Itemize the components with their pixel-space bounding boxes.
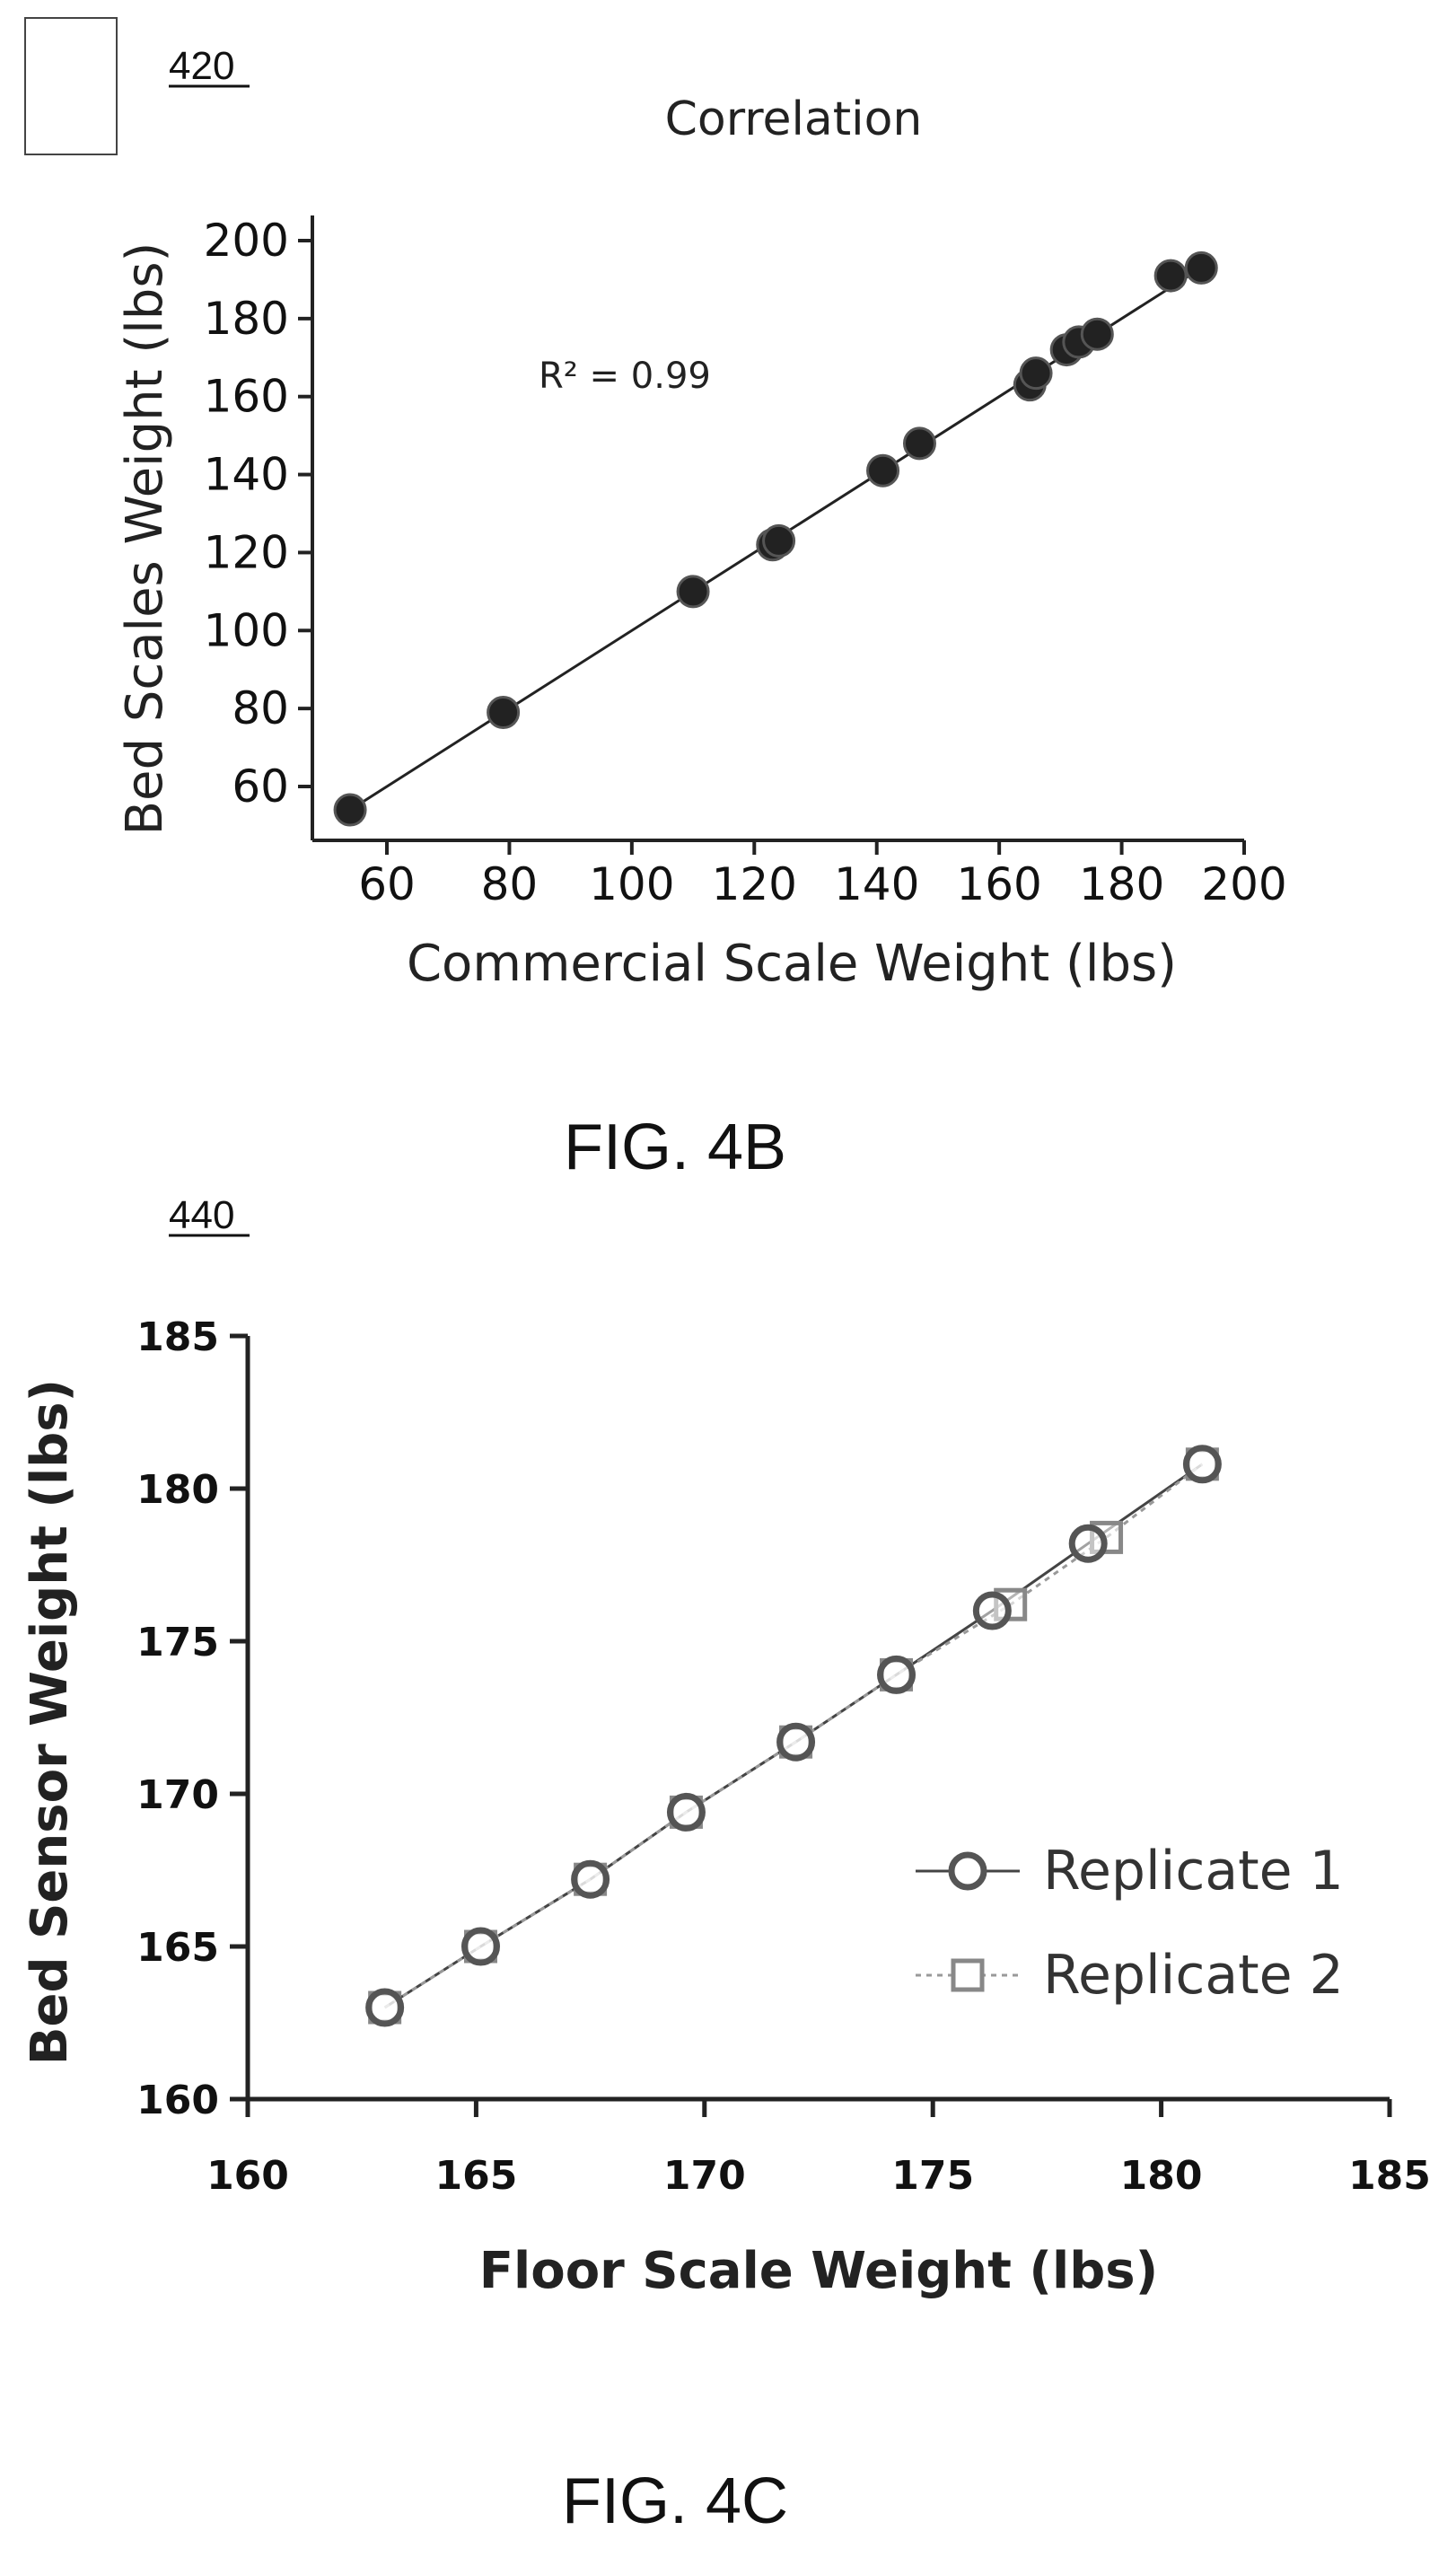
chart-b-point	[1184, 250, 1218, 285]
chart-c-x-tick-label: 180	[1120, 2153, 1203, 2199]
chart-b-point	[902, 426, 936, 461]
chart-c-y-tick-label: 160	[136, 2078, 219, 2123]
chart-b-point	[487, 695, 521, 729]
chart-b-x-tick-label: 180	[1079, 858, 1164, 910]
chart-b-y-tick-label: 100	[204, 604, 289, 656]
chart-c-legend-square-marker	[951, 1958, 985, 1992]
chart-b-x-tick-label: 120	[712, 858, 797, 910]
chart-b-y-tick-label: 140	[204, 449, 289, 501]
chart-b-y-tick-label: 200	[204, 215, 289, 267]
chart-b-point	[1080, 317, 1114, 351]
chart-b-point	[866, 453, 900, 488]
ref-number-440: 440	[169, 1193, 234, 1237]
placeholder-box	[24, 17, 118, 155]
chart-c-x-tick-label: 175	[891, 2153, 974, 2199]
chart-b-point	[333, 793, 367, 827]
chart-c-point-replicate-1	[876, 1655, 916, 1694]
chart-b-y-axis-label: Bed Scales Weight (lbs)	[116, 242, 174, 836]
chart-c-y-axis-ticks: 160 165 170 175 180 185	[136, 1314, 248, 2123]
chart-c-y-tick-label: 165	[136, 1925, 219, 1971]
chart-c-legend: Replicate 1 Replicate 2	[916, 1840, 1344, 2007]
chart-c-points	[365, 1445, 1222, 2027]
chart-c-point-replicate-1	[571, 1859, 610, 1899]
chart-b-y-tick-label: 120	[204, 526, 289, 578]
chart-c-y-tick-label: 175	[136, 1620, 219, 1665]
figure-label-4b: FIG. 4B	[564, 1112, 786, 1183]
chart-b-x-tick-label: 140	[834, 858, 919, 910]
chart-c-point-replicate-1	[460, 1927, 500, 1966]
chart-c-point-replicate-1	[776, 1722, 816, 1762]
chart-b-point	[762, 523, 796, 558]
chart-c-y-tick-label: 170	[136, 1772, 219, 1818]
chart-b-x-axis-ticks: 60 80 100 120 140 160 180 200	[358, 840, 1287, 910]
chart-c-legend-label: Replicate 1	[1043, 1840, 1344, 1902]
chart-b-points	[333, 250, 1218, 827]
chart-c-plot: 160 165 170 175 180 185 160 165 170 175 180 185 Re…	[136, 1314, 1431, 2199]
chart-c-point-replicate-1	[666, 1792, 706, 1832]
figure-label-4c: FIG. 4C	[562, 2465, 788, 2537]
chart-c-point-replicate-1	[972, 1591, 1012, 1630]
chart-b-x-axis-label: Commercial Scale Weight (lbs)	[407, 935, 1177, 993]
ref-number-420: 420	[169, 44, 234, 88]
chart-b-y-tick-label: 60	[232, 760, 289, 813]
chart-c-point-replicate-1	[1182, 1445, 1222, 1484]
chart-c-x-tick-label: 170	[663, 2153, 746, 2199]
chart-b-y-tick-label: 180	[204, 293, 289, 345]
chart-b-x-tick-label: 100	[589, 858, 674, 910]
chart-c-point-replicate-1	[1068, 1524, 1108, 1563]
chart-b-y-tick-label: 160	[204, 371, 289, 423]
chart-b-y-axis-ticks: 60 80 100 120 140 160 180 200	[204, 215, 312, 813]
chart-b-x-tick-label: 160	[956, 858, 1041, 910]
chart-b-point	[1019, 356, 1053, 391]
chart-c-x-tick-label: 165	[434, 2153, 517, 2199]
chart-c-point-replicate-1	[365, 1988, 405, 2027]
chart-b-r-squared: R² = 0.99	[539, 356, 711, 397]
chart-c-legend-label: Replicate 2	[1043, 1944, 1344, 2007]
chart-b-x-tick-label: 60	[358, 858, 416, 910]
chart-b-point	[1153, 259, 1188, 293]
chart-c-y-axis-label: Bed Sensor Weight (lbs)	[21, 1379, 79, 2065]
chart-b-title: Correlation	[665, 92, 923, 146]
chart-b-x-tick-label: 200	[1201, 858, 1286, 910]
chart-c-x-tick-label: 160	[206, 2153, 289, 2199]
chart-b-x-tick-label: 80	[481, 858, 539, 910]
chart-c-x-tick-label: 185	[1348, 2153, 1431, 2199]
chart-c-y-tick-label: 180	[136, 1467, 219, 1513]
chart-c-x-axis-ticks: 160 165 170 175 180 185	[206, 2099, 1431, 2199]
chart-b-plot: 60 80 100 120 140 160 180 200 60 80 100 120 140 160 1…	[204, 215, 1287, 910]
chart-c-y-tick-label: 185	[136, 1314, 219, 1360]
chart-c-x-axis-label: Floor Scale Weight (lbs)	[479, 2242, 1158, 2300]
chart-b-point	[676, 575, 710, 609]
chart-b-y-tick-label: 80	[232, 682, 289, 734]
chart-c-legend-circle-marker	[948, 1851, 987, 1891]
